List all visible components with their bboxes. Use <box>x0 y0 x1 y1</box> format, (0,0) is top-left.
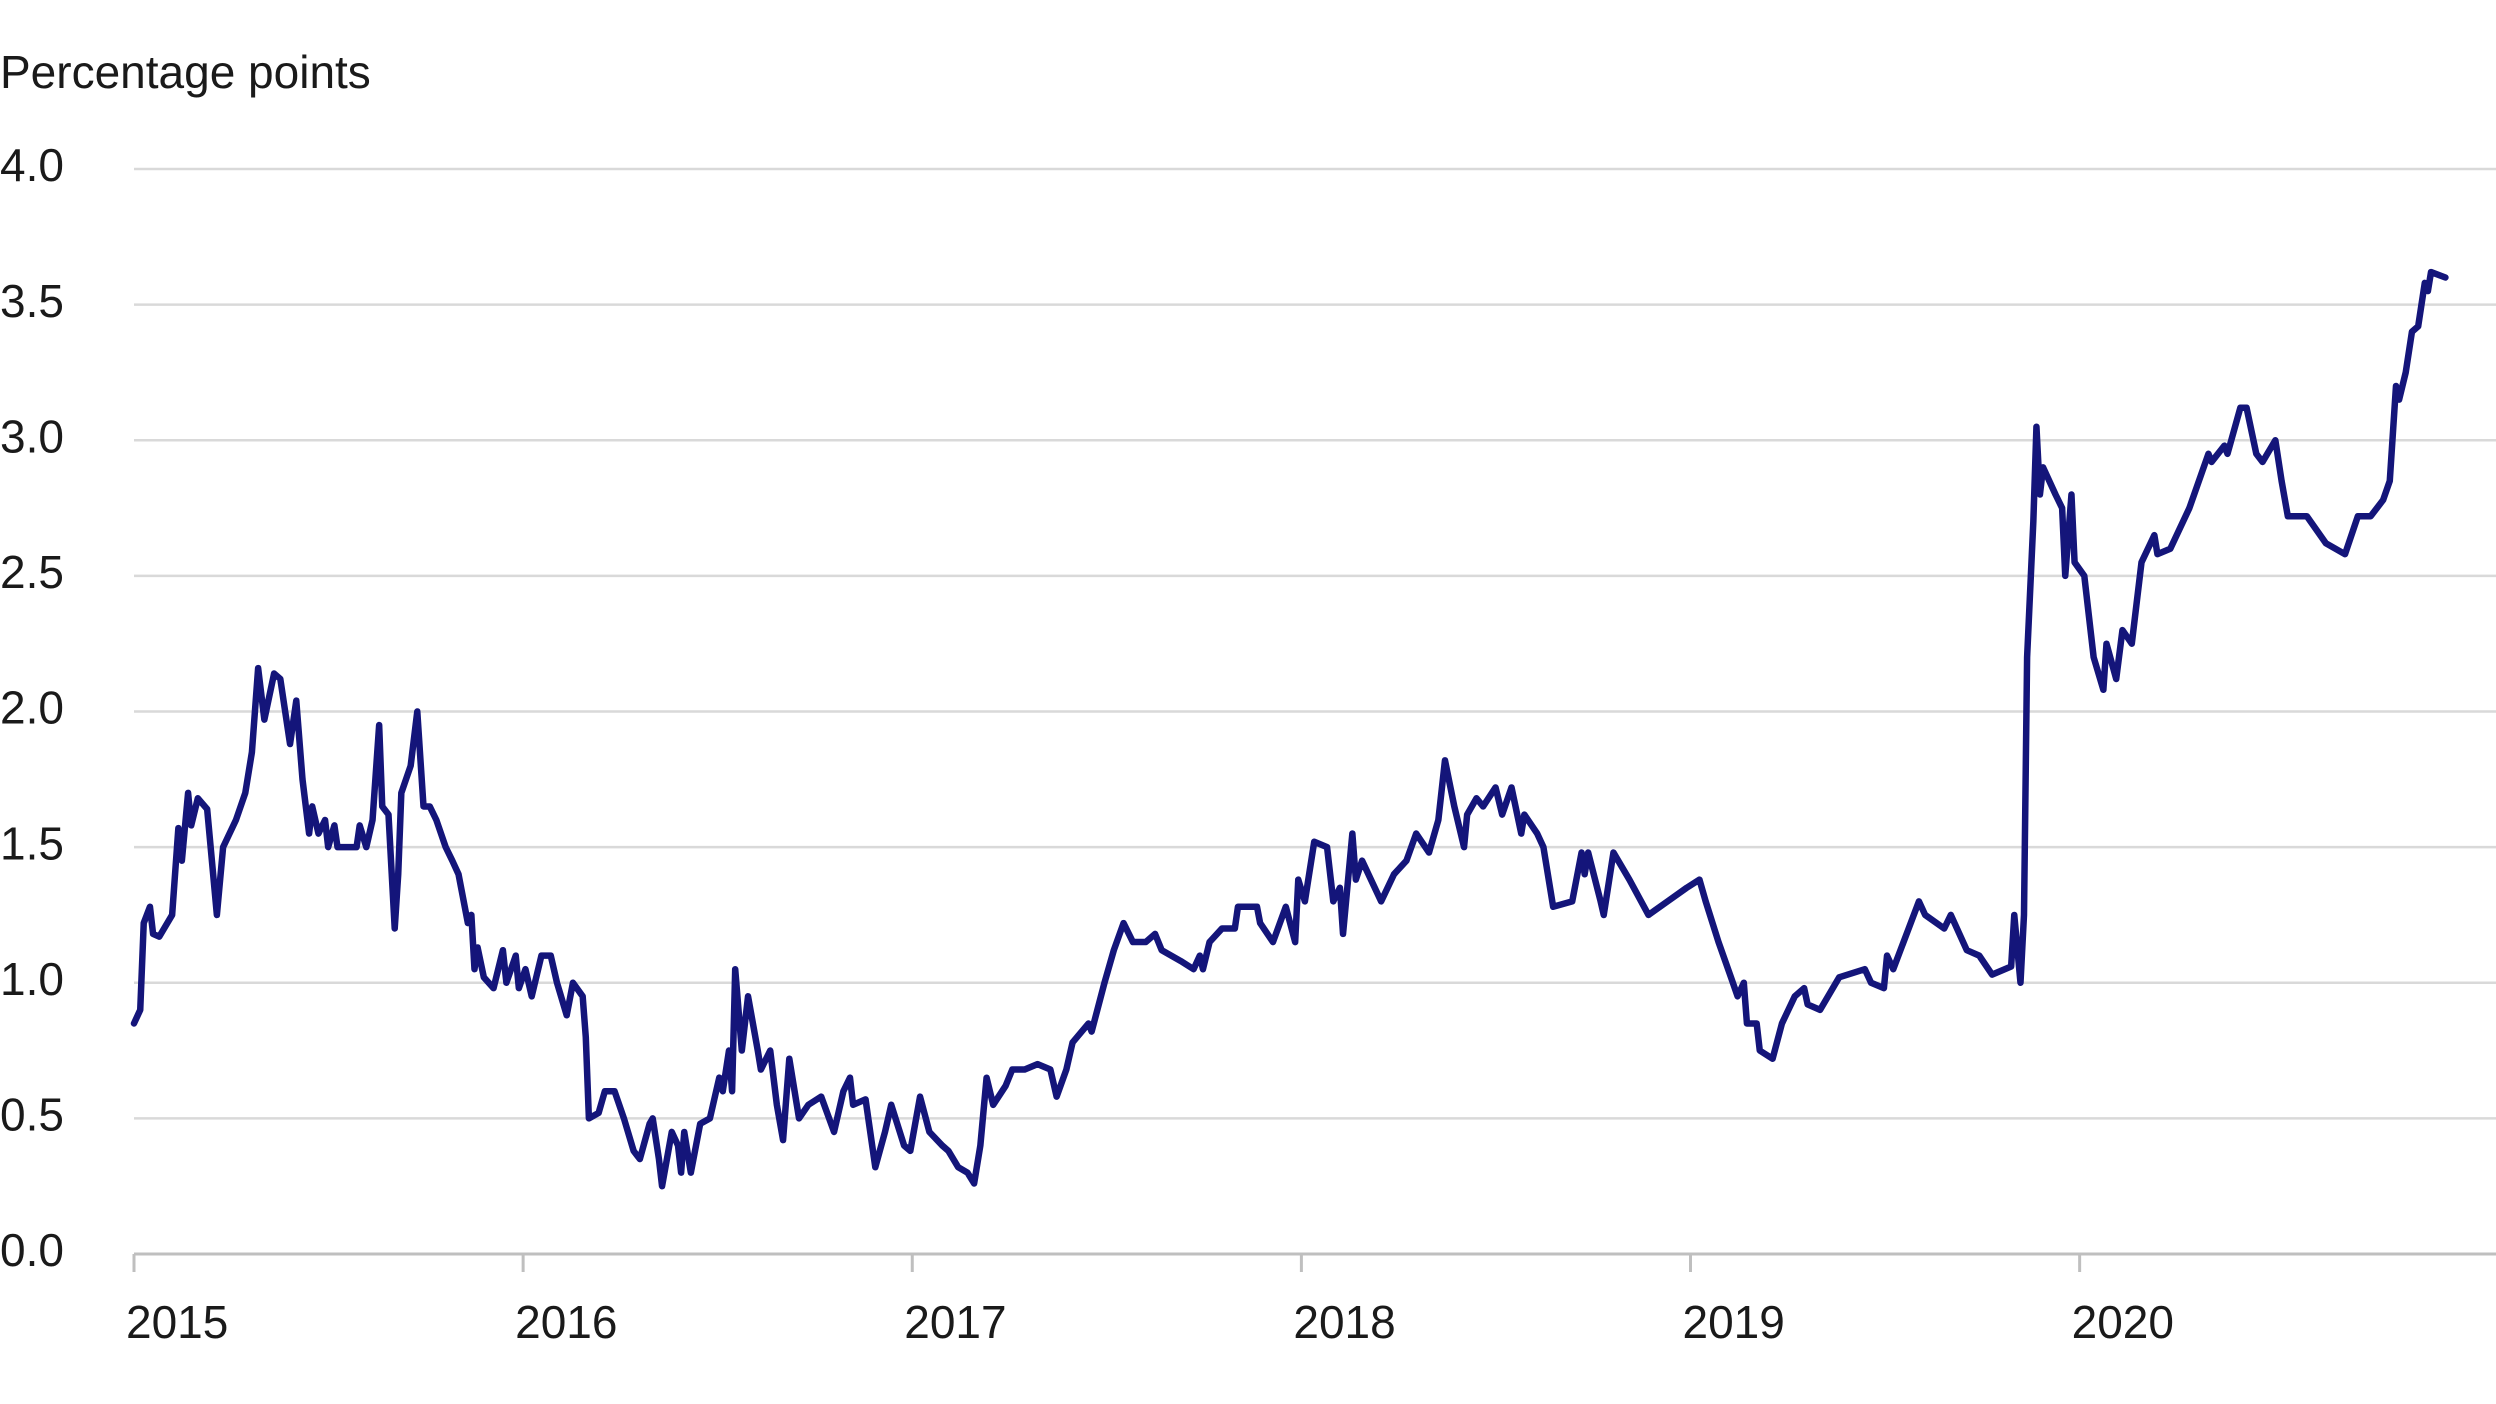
y-axis-label: Percentage points <box>0 46 371 98</box>
y-tick-label: 3.5 <box>0 275 64 327</box>
y-tick-label: 0.5 <box>0 1089 64 1141</box>
x-tick-label: 2019 <box>1683 1296 1785 1348</box>
y-tick-label: 2.5 <box>0 546 64 598</box>
x-tick-label: 2015 <box>126 1296 228 1348</box>
x-tick-label: 2016 <box>515 1296 617 1348</box>
series-line <box>130 268 2449 1190</box>
y-tick-label: 0.0 <box>0 1224 64 1276</box>
x-tick-label: 2017 <box>904 1296 1006 1348</box>
y-tick-label: 4.0 <box>0 139 64 191</box>
y-tick-label: 3.0 <box>0 410 64 462</box>
x-tick-label: 2018 <box>1293 1296 1395 1348</box>
y-tick-label: 2.0 <box>0 682 64 734</box>
y-tick-label: 1.0 <box>0 953 64 1005</box>
x-tick-label: 2020 <box>2072 1296 2174 1348</box>
y-tick-label: 1.5 <box>0 817 64 869</box>
